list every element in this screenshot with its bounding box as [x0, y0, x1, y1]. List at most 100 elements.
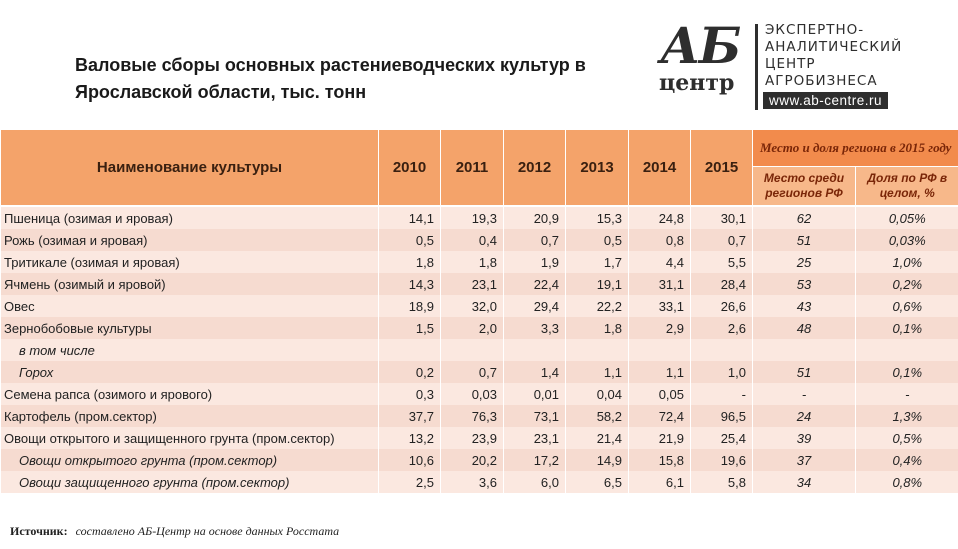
header-sub: Доля по РФ в целом, %: [854, 166, 958, 206]
cell: 0,7: [440, 361, 504, 383]
cell: 0,4%: [854, 449, 958, 471]
cell: 1,8: [440, 251, 504, 273]
logo: АБ центр ЭКСПЕРТНО- АНАЛИТИЧЕСКИЙ ЦЕНТР …: [655, 16, 955, 114]
cell: 23,1: [503, 427, 566, 449]
cell: 2,0: [440, 317, 504, 339]
row-name: Ячмень (озимый и яровой): [0, 273, 379, 295]
table-row: Рожь (озимая и яровая) 0,5 0,4 0,7 0,5 0,8 0,7…: [0, 229, 958, 251]
row-name: Овес: [0, 295, 379, 317]
cell: 0,5: [565, 229, 629, 251]
cell: 25,4: [690, 427, 753, 449]
cell: 34: [752, 471, 856, 493]
cell: -: [752, 383, 856, 405]
cell: 21,9: [628, 427, 691, 449]
cell: 1,0: [690, 361, 753, 383]
cell: 1,1: [565, 361, 629, 383]
cell: [503, 339, 566, 361]
cell: 0,8%: [854, 471, 958, 493]
cell: 0,7: [503, 229, 566, 251]
table-row: Зернобобовые культуры 1,5 2,0 3,3 1,8 2,9 2,6 4…: [0, 317, 958, 339]
cell: 19,6: [690, 449, 753, 471]
cell: 58,2: [565, 405, 629, 427]
cell: 18,9: [378, 295, 441, 317]
data-table: Наименование культуры 2010 2011 2012 2013 201…: [0, 130, 958, 493]
logo-line: АГРОБИЗНЕСА: [765, 73, 878, 89]
cell: 10,6: [378, 449, 441, 471]
source-text: составлено АБ-Центр на основе данных Рос…: [75, 524, 340, 538]
cell: 24: [752, 405, 856, 427]
row-name: Овощи открытого и защищенного грунта (пр…: [0, 427, 379, 449]
cell: 29,4: [503, 295, 566, 317]
table-row: Пшеница (озимая и яровая) 14,1 19,3 20,9 15,…: [0, 205, 958, 229]
cell: 1,4: [503, 361, 566, 383]
cell: 28,4: [690, 273, 753, 295]
cell: 0,2%: [854, 273, 958, 295]
cell: 0,1%: [854, 361, 958, 383]
cell: 51: [752, 361, 856, 383]
cell: 21,4: [565, 427, 629, 449]
row-name: Зернобобовые культуры: [0, 317, 379, 339]
cell: 32,0: [440, 295, 504, 317]
cell: 19,3: [440, 205, 504, 229]
title: Валовые сборы основных растениеводческих…: [75, 55, 586, 102]
header-name: Наименование культуры: [0, 130, 379, 206]
cell: 0,5%: [854, 427, 958, 449]
cell: 0,7: [690, 229, 753, 251]
logo-divider: [755, 24, 758, 110]
cell: [565, 339, 629, 361]
cell: [854, 339, 958, 361]
cell: 6,1: [628, 471, 691, 493]
cell: 30,1: [690, 205, 753, 229]
source: Источник: составлено АБ-Центр на основе д…: [10, 524, 339, 539]
row-name: Овощи открытого грунта (пром.сектор): [0, 449, 379, 471]
cell: 0,4: [440, 229, 504, 251]
header-row: Наименование культуры 2010 2011 2012 2013 201…: [0, 130, 958, 206]
cell: 0,2: [378, 361, 441, 383]
cell: 0,05: [628, 383, 691, 405]
table-row: Горох 0,2 0,7 1,4 1,1 1,1 1,0 51 0,1%: [0, 361, 958, 383]
cell: [440, 339, 504, 361]
logo-url: www.ab-centre.ru: [763, 92, 889, 109]
cell: 0,05%: [854, 205, 958, 229]
header-year: 2013: [565, 130, 629, 206]
cell: 14,9: [565, 449, 629, 471]
cell: 1,5: [378, 317, 441, 339]
cell: 3,3: [503, 317, 566, 339]
source-label: Источник:: [10, 524, 68, 538]
cell: 33,1: [628, 295, 691, 317]
cell: [690, 339, 753, 361]
row-name: Горох: [0, 361, 379, 383]
table-row: Семена рапса (озимого и ярового) 0,3 0,03 0…: [0, 383, 958, 405]
cell: 0,3: [378, 383, 441, 405]
cell: 39: [752, 427, 856, 449]
cell: 43: [752, 295, 856, 317]
cell: 0,6%: [854, 295, 958, 317]
row-name: Семена рапса (озимого и ярового): [0, 383, 379, 405]
cell: 31,1: [628, 273, 691, 295]
cell: 23,1: [440, 273, 504, 295]
cell: 2,9: [628, 317, 691, 339]
cell: 73,1: [503, 405, 566, 427]
cell: 53: [752, 273, 856, 295]
cell: 72,4: [628, 405, 691, 427]
header-group: Место и доля региона в 2015 году: [751, 130, 958, 167]
cell: 37: [752, 449, 856, 471]
cell: 6,0: [503, 471, 566, 493]
cell: 1,8: [565, 317, 629, 339]
cell: 0,03: [440, 383, 504, 405]
cell: 2,6: [690, 317, 753, 339]
cell: 0,1%: [854, 317, 958, 339]
header-year: 2012: [503, 130, 566, 206]
cell: 26,6: [690, 295, 753, 317]
header-year: 2011: [440, 130, 504, 206]
header-year: 2014: [628, 130, 691, 206]
cell: [628, 339, 691, 361]
cell: 1,7: [565, 251, 629, 273]
table-row: Ячмень (озимый и яровой) 14,3 23,1 22,4 19,1…: [0, 273, 958, 295]
table-row: Овощи открытого и защищенного грунта (пр…: [0, 427, 958, 449]
row-name: Картофель (пром.сектор): [0, 405, 379, 427]
cell: 0,01: [503, 383, 566, 405]
cell: -: [854, 383, 958, 405]
table-row: в том числе: [0, 339, 958, 361]
